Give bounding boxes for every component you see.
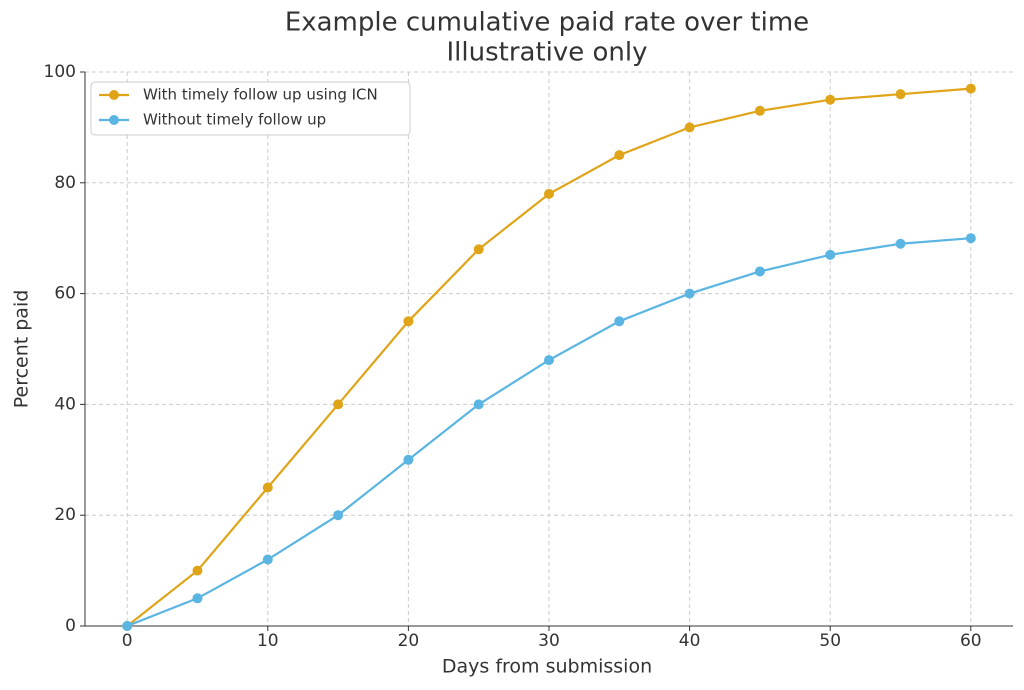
data-point [614, 316, 625, 327]
data-point [333, 399, 344, 410]
data-point [544, 355, 554, 366]
x-axis-label: Days from submission [442, 656, 652, 678]
chart-title: Example cumulative paid rate over time [285, 8, 809, 38]
data-point [333, 510, 344, 521]
data-point [262, 482, 273, 493]
x-tick-label: 40 [679, 631, 701, 651]
y-axis-label: Percent paid [11, 290, 33, 409]
data-point [965, 233, 976, 244]
y-tick-label: 80 [54, 173, 76, 193]
legend-marker [109, 115, 119, 125]
legend-label: With timely follow up using ICN [143, 86, 378, 104]
x-tick-label: 30 [538, 631, 560, 651]
data-point [403, 316, 414, 327]
data-point [825, 94, 836, 105]
y-tick-label: 60 [54, 284, 76, 304]
data-point [684, 122, 695, 133]
data-point [262, 554, 273, 565]
data-point [895, 89, 906, 100]
x-tick-label: 20 [398, 631, 420, 651]
data-point [192, 593, 203, 604]
data-point [403, 454, 414, 465]
data-point [614, 150, 625, 161]
data-point [754, 266, 765, 277]
data-point [473, 244, 484, 255]
y-tick-label: 20 [54, 505, 76, 525]
chart-subtitle: Illustrative only [446, 38, 647, 68]
legend-label: Without timely follow up [143, 111, 326, 129]
x-tick-label: 10 [257, 631, 279, 651]
data-point [684, 288, 695, 299]
x-tick-label: 50 [819, 631, 841, 651]
data-point [122, 621, 133, 631]
data-point [754, 105, 765, 116]
y-tick-label: 0 [65, 616, 76, 636]
legend: With timely follow up using ICN Without t… [90, 81, 411, 136]
data-point [895, 238, 906, 249]
y-tick-label: 40 [54, 394, 76, 414]
y-tick-label: 100 [44, 62, 76, 82]
data-point [192, 565, 203, 576]
x-tick-label: 60 [960, 631, 982, 651]
x-tick-label: 0 [122, 631, 133, 651]
data-point [544, 188, 554, 199]
legend-marker [109, 90, 119, 100]
legend-box [90, 81, 411, 136]
data-point [473, 399, 484, 410]
data-point [825, 249, 836, 260]
data-point [965, 83, 976, 94]
